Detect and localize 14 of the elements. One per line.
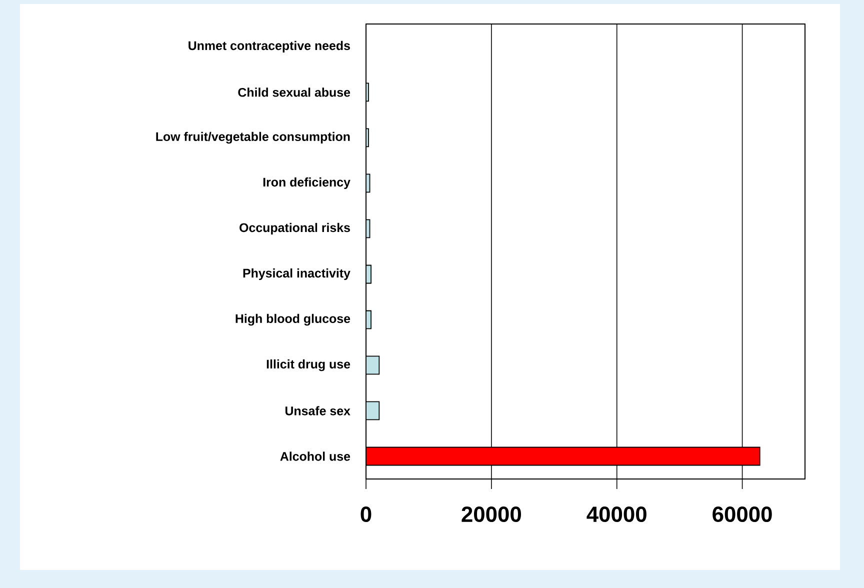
- y-tick-label: High blood glucose: [236, 314, 350, 326]
- x-tick-label: 20000: [462, 506, 521, 522]
- x-tick-label: 0: [360, 506, 372, 522]
- y-tick-label: Low fruit/vegetable consumption: [156, 132, 350, 144]
- y-tick-label: Child sexual abuse: [238, 88, 350, 97]
- x-tick-label: 40000: [586, 506, 646, 522]
- y-tick-label: Unsafe sex: [285, 406, 350, 416]
- y-tick-label: Occupational risks: [240, 222, 350, 235]
- y-tick-label: Unmet contraceptive needs: [188, 40, 350, 53]
- y-tick-label: Illicit drug use: [266, 359, 350, 372]
- x-tick-label: 60000: [712, 506, 772, 522]
- y-tick-label: Iron deficiency: [263, 177, 350, 190]
- y-tick-label: Alcohol use: [280, 452, 350, 461]
- y-tick-label: Physical inactivity: [243, 268, 350, 280]
